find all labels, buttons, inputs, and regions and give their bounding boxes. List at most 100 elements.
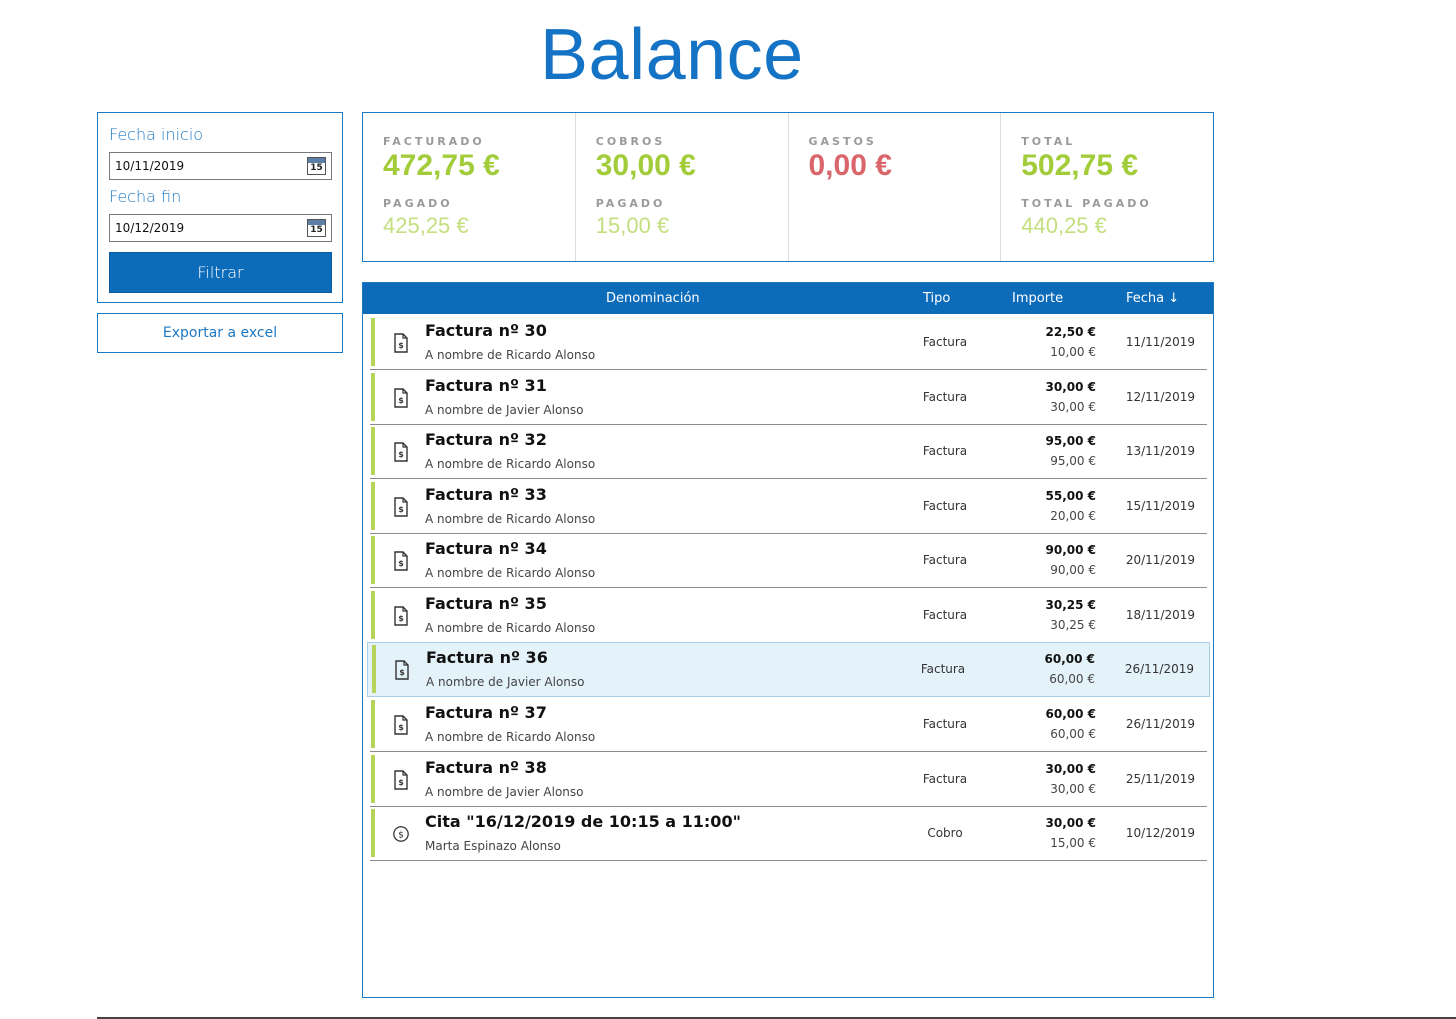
table-row[interactable]: $ Factura nº 37 A nombre de Ricardo Alonso… [370, 697, 1207, 753]
total-value: 502,75 € [1021, 149, 1139, 182]
row-subtitle: A nombre de Ricardo Alonso [425, 348, 596, 362]
row-fecha: 10/12/2019 [1125, 826, 1195, 841]
calendar-icon[interactable]: 15 [307, 219, 326, 237]
row-importe: 30,00 € [1045, 379, 1096, 394]
row-fecha: 26/11/2019 [1124, 661, 1194, 676]
column-fecha[interactable]: Fecha ↓ [1126, 291, 1180, 306]
invoice-icon: $ [392, 551, 410, 572]
invoice-icon: $ [392, 770, 410, 790]
row-title: Factura nº 35 [425, 594, 547, 613]
row-title: Factura nº 34 [425, 539, 547, 559]
row-subtitle: A nombre de Javier Alonso [425, 784, 584, 799]
row-subtitle: A nombre de Javier Alonso [425, 402, 584, 417]
row-tipo: Factura [922, 608, 968, 622]
row-importe: 30,25 € [1045, 598, 1096, 612]
table-row[interactable]: $ Factura nº 32 A nombre de Ricardo Alonso… [370, 424, 1207, 480]
summary-gastos: GASTOS 0,00 € [789, 113, 1002, 261]
row-title: Factura nº 30 [425, 321, 547, 340]
svg-text:$: $ [398, 396, 404, 405]
table-row[interactable]: $ Factura nº 33 A nombre de Ricardo Alonso… [370, 479, 1207, 534]
row-importe: 55,00 € [1045, 488, 1096, 503]
svg-text:$: $ [399, 668, 405, 677]
end-date-value: 10/12/2019 [115, 221, 185, 235]
row-subtitle: A nombre de Ricardo Alonso [425, 457, 596, 472]
row-importe: 22,50 € [1045, 325, 1096, 339]
table-header: Denominación Tipo Importe Fecha ↓ [363, 283, 1213, 314]
transactions-table: Denominación Tipo Importe Fecha ↓ $ Factu… [362, 282, 1214, 998]
facturado-pagado-value: 425,25 € [383, 213, 469, 238]
table-row[interactable]: $ Factura nº 38 A nombre de Javier Alonso F… [370, 752, 1207, 807]
table-row[interactable]: $ Factura nº 36 A nombre de Javier Alonso F… [367, 641, 1210, 697]
row-fecha: 26/11/2019 [1125, 717, 1195, 732]
total-label: TOTAL [1021, 135, 1076, 148]
row-tipo: Factura [922, 444, 968, 459]
invoice-icon: $ [393, 659, 411, 680]
row-pagado: 60,00 € [1049, 671, 1095, 686]
row-tipo: Factura [922, 553, 968, 568]
svg-text:$: $ [398, 778, 404, 787]
row-fecha: 15/11/2019 [1125, 498, 1195, 513]
row-title: Factura nº 32 [425, 430, 547, 450]
row-pagado: 90,00 € [1050, 563, 1096, 578]
column-tipo[interactable]: Tipo [923, 291, 951, 306]
svg-text:$: $ [398, 831, 404, 841]
summary-facturado: FACTURADO 472,75 € PAGADO 425,25 € [363, 113, 576, 261]
gastos-value: 0,00 € [808, 149, 892, 182]
row-title: Factura nº 37 [425, 703, 547, 723]
filter-panel: Fecha inicio 10/11/2019 15 Fecha fin 10/… [97, 112, 343, 303]
row-tipo: Factura [922, 771, 968, 786]
cobros-pagado-value: 15,00 € [595, 213, 670, 238]
row-subtitle: Marta Espinazo Alonso [425, 839, 561, 854]
row-accent-bar [371, 318, 375, 366]
row-fecha: 13/11/2019 [1125, 444, 1195, 459]
row-tipo: Factura [922, 335, 968, 349]
invoice-icon: $ [392, 715, 410, 735]
filter-button[interactable]: Filtrar [109, 252, 332, 293]
row-tipo: Factura [922, 389, 968, 404]
row-accent-bar [371, 536, 375, 585]
page-title: Balance [540, 15, 804, 95]
invoice-icon: $ [392, 497, 410, 517]
row-subtitle: A nombre de Ricardo Alonso [425, 621, 596, 635]
svg-text:$: $ [398, 559, 404, 568]
divider [97, 1017, 1456, 1019]
start-date-field[interactable]: 10/11/2019 15 [109, 152, 332, 180]
table-row[interactable]: $ Factura nº 34 A nombre de Ricardo Alonso… [370, 533, 1207, 589]
facturado-value: 472,75 € [383, 149, 500, 182]
svg-text:$: $ [398, 614, 404, 623]
end-date-label: Fecha fin [109, 187, 182, 206]
row-tipo: Factura [922, 498, 968, 513]
table-row[interactable]: $ Factura nº 30 A nombre de Ricardo Alonso… [370, 315, 1207, 370]
invoice-icon: $ [392, 606, 410, 626]
row-accent-bar [371, 809, 375, 858]
row-title: Factura nº 36 [426, 647, 548, 667]
row-pagado: 30,25 € [1050, 618, 1096, 632]
invoice-icon: $ [392, 387, 410, 408]
row-fecha: 18/11/2019 [1125, 608, 1195, 622]
row-subtitle: A nombre de Ricardo Alonso [425, 730, 596, 745]
row-tipo: Factura [922, 717, 968, 732]
row-accent-bar [372, 644, 376, 693]
row-pagado: 30,00 € [1050, 399, 1096, 414]
column-importe[interactable]: Importe [1012, 291, 1064, 306]
invoice-icon: $ [392, 333, 410, 353]
row-pagado: 95,00 € [1050, 454, 1096, 469]
end-date-field[interactable]: 10/12/2019 15 [109, 214, 332, 242]
facturado-label: FACTURADO [383, 135, 485, 148]
start-date-value: 10/11/2019 [115, 159, 185, 173]
table-row[interactable]: $ Cita "16/12/2019 de 10:15 a 11:00" Marta… [370, 806, 1207, 862]
row-fecha: 25/11/2019 [1125, 771, 1195, 786]
row-accent-bar [371, 427, 375, 476]
export-excel-button[interactable]: Exportar a excel [97, 313, 343, 353]
row-accent-bar [371, 700, 375, 749]
svg-text:$: $ [398, 505, 404, 514]
table-row[interactable]: $ Factura nº 31 A nombre de Javier Alonso F… [370, 370, 1207, 425]
table-row[interactable]: $ Factura nº 35 A nombre de Ricardo Alonso… [370, 588, 1207, 643]
svg-text:$: $ [398, 450, 404, 459]
row-importe: 60,00 € [1045, 707, 1096, 722]
calendar-icon[interactable]: 15 [307, 157, 326, 175]
row-pagado: 30,00 € [1050, 781, 1096, 796]
coin-icon: $ [392, 824, 410, 844]
row-tipo: Cobro [927, 826, 963, 841]
column-denominacion[interactable]: Denominación [606, 291, 700, 306]
